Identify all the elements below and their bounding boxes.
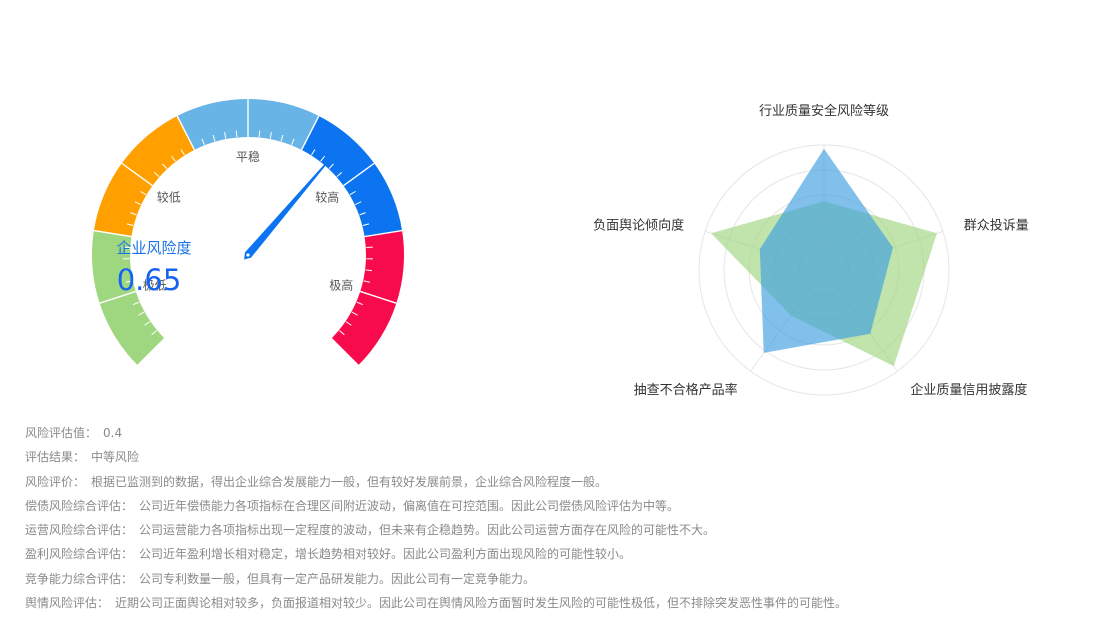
gauge-tick	[328, 163, 334, 169]
row-label: 舆情风险评估：	[25, 596, 110, 611]
gauge-tick	[363, 280, 371, 283]
row-value: 0.4	[103, 426, 123, 440]
gauge-split-line	[99, 290, 136, 304]
gauge-tick	[365, 269, 373, 272]
gauge-zone	[93, 116, 195, 237]
gauge-tick	[125, 280, 133, 283]
gauge-split-line	[176, 115, 196, 151]
gauge-tick	[311, 149, 316, 156]
gauge-zone	[331, 230, 405, 366]
gauge-split-line	[121, 162, 153, 187]
assessment-text: 风险评估值： 0.4 评估结果： 中等风险 风险评价： 根据已监测到的数据，得出企业综…	[25, 421, 1105, 615]
assessment-row: 竞争能力综合评估： 公司专利数量一般，但具有一定产品研发能力。因此公司有一定竞争能…	[25, 567, 1105, 591]
gauge-split-line	[300, 115, 320, 151]
row-label: 风险评价：	[25, 474, 86, 489]
gauge-split-line	[137, 337, 166, 366]
gauge-split-line	[93, 229, 132, 238]
gauge-tick	[180, 149, 185, 156]
row-label: 竞争能力综合评估：	[25, 571, 134, 586]
row-label: 运营风险综合评估：	[25, 523, 134, 538]
gauge-tick	[151, 330, 158, 336]
gauge-tick	[212, 134, 216, 142]
gauge-tick	[153, 171, 160, 178]
gauge-tick	[269, 132, 272, 139]
gauge-zone-label: 极低	[143, 278, 167, 292]
gauge-tick	[355, 201, 362, 205]
gauge-tick	[140, 190, 147, 196]
assessment-row: 舆情风险评估： 近期公司正面舆论相对较多，负面报道相对较少。因此公司在舆情风险方面…	[25, 591, 1105, 615]
radar-series-area	[759, 148, 893, 353]
gauge-tick	[359, 212, 366, 216]
assessment-row: 风险评估值： 0.4	[25, 421, 1105, 445]
gauge-split-line	[343, 162, 375, 187]
row-value: 根据已监测到的数据，得出企业综合发展能力一般，但有较好发展前景，企业综合风险程度…	[91, 474, 608, 489]
row-value: 近期公司正面舆论相对较多，负面报道相对较少。因此公司在舆情风险方面暂时发生风险的…	[115, 596, 848, 611]
gauge-tick	[345, 321, 352, 326]
row-value: 公司专利数量一般，但具有一定产品研发能力。因此公司有一定竞争能力。	[139, 571, 536, 586]
gauge-tick	[123, 269, 131, 272]
gauge-value: 0.65	[116, 263, 182, 297]
radar-indicator-label: 负面舆论倾向度	[593, 218, 684, 234]
gauge-tick	[349, 190, 356, 196]
gauge-split-line	[360, 290, 397, 304]
assessment-row: 风险评价： 根据已监测到的数据，得出企业综合发展能力一般，但有较好发展前景，企业综…	[25, 470, 1105, 494]
gauge-title: 企业风险度	[116, 239, 192, 257]
gauge-tick	[258, 130, 261, 138]
gauge-tick	[162, 163, 168, 169]
gauge-pointer-hub	[246, 253, 250, 257]
gauge-split-line	[364, 229, 403, 238]
gauge-zone-label: 较高	[315, 189, 339, 204]
row-label: 风险评估值：	[25, 426, 98, 440]
gauge-tick	[201, 138, 205, 146]
gauge-tick	[133, 301, 140, 306]
gauge-tick	[134, 201, 141, 205]
gauge-tick	[170, 155, 176, 162]
gauge-tick	[338, 330, 345, 336]
row-label: 偿债风险综合评估：	[25, 498, 134, 513]
radar-indicator-label: 企业质量信用披露度	[910, 382, 1027, 398]
row-value: 中等风险	[91, 450, 140, 465]
gauge-split-line	[330, 337, 359, 366]
gauge-tick	[224, 132, 227, 139]
row-label: 评估结果：	[25, 450, 86, 465]
gauge-tick	[235, 130, 238, 138]
row-label: 盈利风险综合评估：	[25, 547, 134, 562]
row-value: 公司近年偿债能力各项指标在合理区间附近波动，偏离值在可控范围。因此公司偿债风险评…	[139, 498, 680, 513]
row-value: 公司运营能力各项指标出现一定程度的波动，但未来有企稳趋势。因此公司运营方面存在风…	[139, 523, 716, 538]
assessment-row: 盈利风险综合评估： 公司近年盈利增长相对稳定，增长趋势相对较好。因此公司盈利方面出…	[25, 542, 1105, 566]
gauge-tick	[356, 301, 363, 306]
gauge-tick	[138, 311, 145, 316]
assessment-row: 运营风险综合评估： 公司运营能力各项指标出现一定程度的波动，但未来有企稳趋势。因此…	[25, 518, 1105, 542]
row-value: 公司近年盈利增长相对稳定，增长趋势相对较好。因此公司盈利方面出现风险的可能性较小…	[139, 547, 632, 562]
radar-indicator-label: 抽查不合格产品率	[634, 382, 738, 398]
gauge-tick	[126, 223, 134, 227]
gauge-zone-label: 极高	[329, 277, 353, 292]
assessment-row: 评估结果： 中等风险	[25, 445, 1105, 469]
gauge-tick	[362, 223, 370, 227]
gauge-tick	[144, 321, 151, 326]
gauge-tick	[130, 212, 137, 216]
gauge-zone	[301, 116, 403, 237]
radar-indicator-label: 群众投诉量	[964, 218, 1029, 234]
gauge-zone	[92, 230, 165, 366]
gauge-tick	[336, 171, 343, 178]
gauge-zone-label: 平稳	[236, 149, 260, 164]
gauge-tick	[320, 155, 326, 162]
assessment-row: 偿债风险综合评估： 公司近年偿债能力各项指标在合理区间附近波动，偏离值在可控范围。…	[25, 494, 1105, 518]
gauge-pointer	[244, 137, 349, 260]
gauge-tick	[351, 311, 358, 316]
gauge-tick	[291, 138, 295, 146]
gauge-tick	[280, 134, 284, 142]
gauge-zone-label: 较低	[157, 189, 181, 204]
radar-indicator-label: 行业质量安全风险等级	[759, 103, 889, 119]
